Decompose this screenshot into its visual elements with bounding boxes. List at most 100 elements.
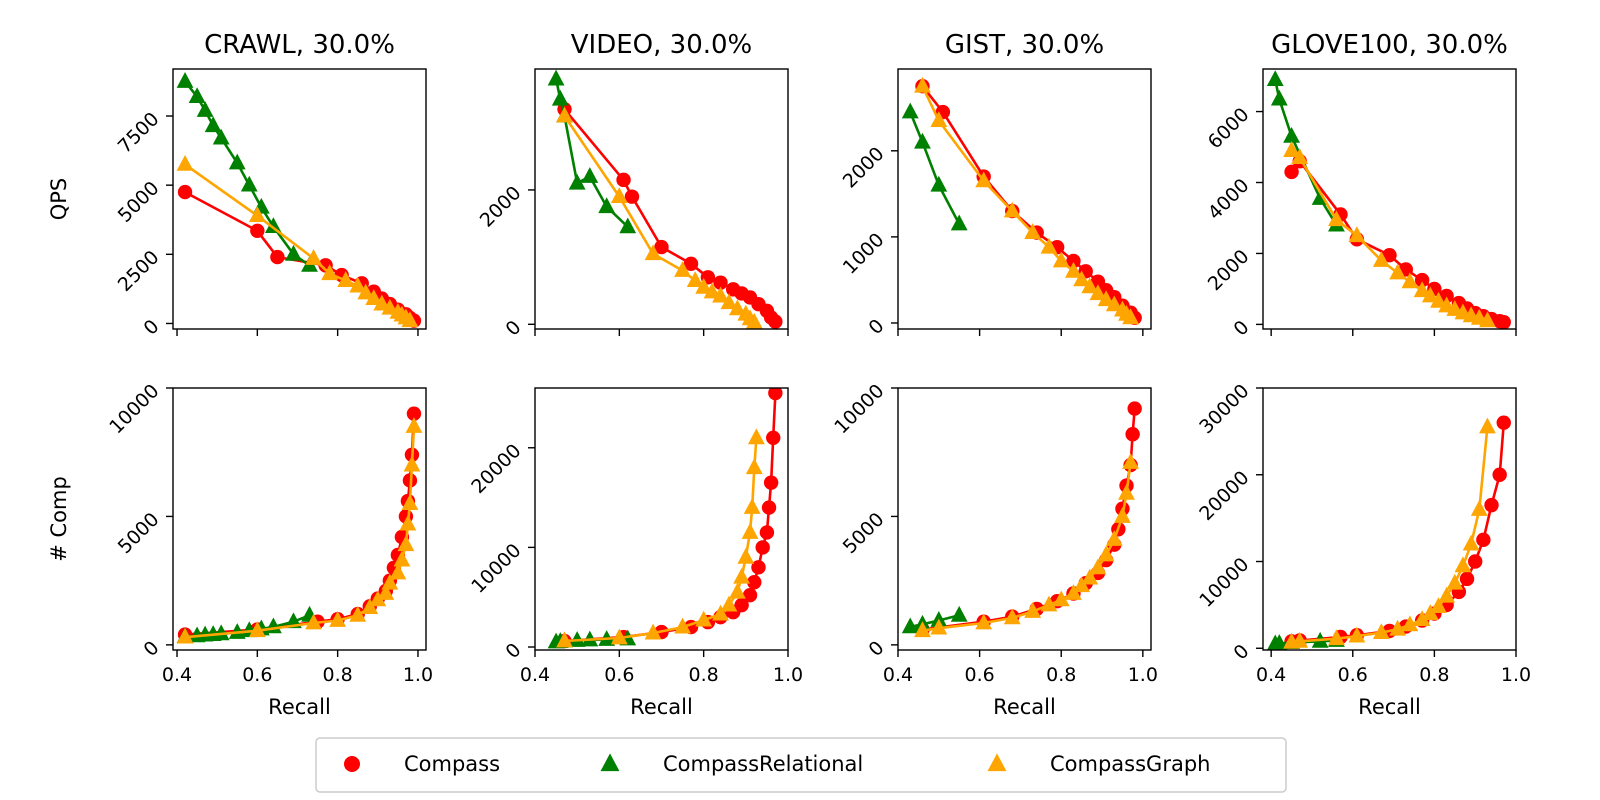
glove100-qps-compass-point — [1284, 164, 1299, 180]
gist-qps-graph-point — [1089, 284, 1107, 301]
gist-comp-graph-point — [930, 618, 948, 635]
gist-comp-data — [901, 401, 1142, 638]
crawl-qps-relational-point — [212, 128, 230, 145]
glove100-comp-graph-point — [1348, 626, 1366, 643]
video-comp-graph-point — [745, 458, 763, 475]
video-comp-compass-point — [742, 588, 758, 603]
crawl-comp-x-tick-label: 1.0 — [403, 664, 433, 686]
video-comp-compass-point — [759, 525, 775, 540]
gist-comp-compass-point — [1127, 401, 1142, 416]
crawl-qps-graph-point — [248, 206, 266, 222]
video-qps-relational-line — [554, 78, 629, 228]
glove100-comp-graph-point — [1430, 597, 1447, 614]
gist-comp-compass-point — [1125, 427, 1140, 442]
video-qps-panel: 0 2000 VIDEO, 30.0% — [476, 30, 789, 340]
glove100-qps-compass-point — [1414, 272, 1430, 288]
video-comp-x-tick-label: 1.0 — [773, 664, 803, 686]
gist-qps-graph-point — [1073, 270, 1091, 287]
gist-comp-relational-line — [909, 614, 960, 629]
video-qps-compass-point — [654, 239, 669, 255]
crawl-qps-graph-point — [337, 271, 355, 287]
legend-label-compass: Compass — [404, 752, 500, 776]
video-qps-relational-point — [619, 217, 637, 234]
crawl-qps-graph-point — [349, 276, 367, 293]
crawl-qps-panel: 0 2500 5000 7500 CRAWL, 30.0% QPS — [47, 30, 427, 340]
video-comp-graph-point — [674, 617, 691, 634]
video-comp-compass-point — [751, 560, 766, 575]
crawl-comp-graph-point — [305, 613, 322, 630]
glove100-qps-y-tick-label: 6000 — [1204, 104, 1254, 154]
gist-comp-x-tick-label: 0.6 — [965, 664, 995, 686]
glove100-comp-compass-point — [1496, 415, 1511, 430]
gist-comp-graph-point — [1118, 483, 1135, 500]
glove100-comp-graph-point — [1413, 610, 1431, 627]
video-qps-relational-point — [547, 69, 565, 86]
glove100-comp-y-tick-label: 0 — [1229, 640, 1253, 664]
video-qps-graph-point — [644, 244, 662, 261]
legend-label-relational: CompassRelational — [663, 752, 863, 776]
crawl-comp-data — [176, 406, 423, 644]
video-comp-graph-point — [712, 604, 729, 621]
glove100-qps-relational-point — [1283, 126, 1300, 143]
glove100-comp-x-tick-label: 0.8 — [1419, 664, 1449, 686]
crawl-qps-axes-frame — [172, 68, 427, 330]
glove100-qps-graph-point — [1328, 210, 1345, 227]
legend-item-graph: CompassGraph — [987, 752, 1210, 776]
gist-qps-y-tick-label: 1000 — [839, 229, 889, 279]
video-qps-graph-line — [563, 115, 756, 324]
crawl-comp-graph-point — [248, 621, 266, 638]
gist-qps-axes-frame — [897, 68, 1152, 330]
video-qps-graph-point — [674, 261, 691, 277]
crawl-comp-relational-point — [212, 624, 230, 641]
video-qps-title: VIDEO, 30.0% — [571, 30, 753, 60]
glove100-comp-graph-point — [1372, 623, 1390, 640]
crawl-qps-relational-point — [188, 87, 206, 104]
glove100-comp-graph-line — [1291, 426, 1489, 644]
glove100-qps-compass-point — [1382, 248, 1397, 263]
gist-comp-graph-point — [1003, 608, 1021, 625]
gist-comp-graph-point — [1105, 530, 1123, 546]
video-comp-graph-point — [737, 547, 755, 564]
glove100-comp-x-tick-label: 0.6 — [1338, 664, 1368, 686]
glove100-comp-compass-point — [1467, 554, 1483, 569]
video-comp-x-tick-label: 0.4 — [520, 664, 550, 686]
gist-comp-y-tick-label: 0 — [864, 637, 888, 661]
crawl-comp-graph-point — [393, 550, 411, 567]
video-qps-graph-point — [720, 293, 738, 310]
video-comp-y-tick-label: 20000 — [467, 440, 525, 498]
crawl-qps-y-label: QPS — [47, 178, 71, 221]
gist-qps-relational-point — [930, 175, 948, 192]
glove100-comp-graph-point — [1389, 619, 1407, 636]
video-comp-compass-point — [747, 575, 762, 590]
gist-comp-relational-point — [901, 617, 919, 634]
crawl-qps-compass-point — [177, 184, 193, 200]
crawl-comp-axes-frame — [172, 387, 427, 651]
legend-marker-compass — [344, 756, 360, 772]
gist-comp-graph-point — [1097, 545, 1115, 562]
crawl-comp-graph-point — [403, 455, 421, 472]
video-qps-data — [547, 69, 783, 329]
glove100-comp-y-tick-label: 20000 — [1195, 467, 1253, 525]
video-qps-y-tick-label: 2000 — [476, 182, 526, 232]
glove100-comp-x-label: Recall — [1358, 695, 1421, 719]
glove100-qps-graph-point — [1421, 286, 1439, 303]
legend-item-compass: Compass — [344, 752, 500, 776]
glove100-comp-y-tick-label: 30000 — [1195, 380, 1253, 438]
glove100-qps-graph-point — [1389, 263, 1407, 280]
crawl-comp-x-tick-label: 0.8 — [323, 664, 353, 686]
video-comp-graph-point — [729, 582, 746, 599]
video-qps-graph-point — [686, 271, 704, 288]
crawl-comp-graph-point — [377, 584, 395, 600]
glove100-comp-x-tick-label: 1.0 — [1501, 664, 1531, 686]
gist-qps-graph-point — [1024, 223, 1042, 239]
glove100-qps-axes-frame — [1262, 68, 1517, 330]
video-qps-graph-point — [703, 282, 721, 299]
gist-qps-relational-line — [908, 111, 961, 225]
gist-qps-graph-point — [1081, 277, 1099, 294]
gist-qps-graph-point — [1122, 308, 1139, 325]
gist-comp-graph-point — [975, 613, 993, 630]
gist-comp-y-tick-label: 5000 — [839, 508, 889, 558]
legend-marker-graph — [987, 753, 1007, 772]
video-qps-compass-point — [683, 256, 699, 272]
crawl-comp-graph-point — [389, 563, 407, 580]
